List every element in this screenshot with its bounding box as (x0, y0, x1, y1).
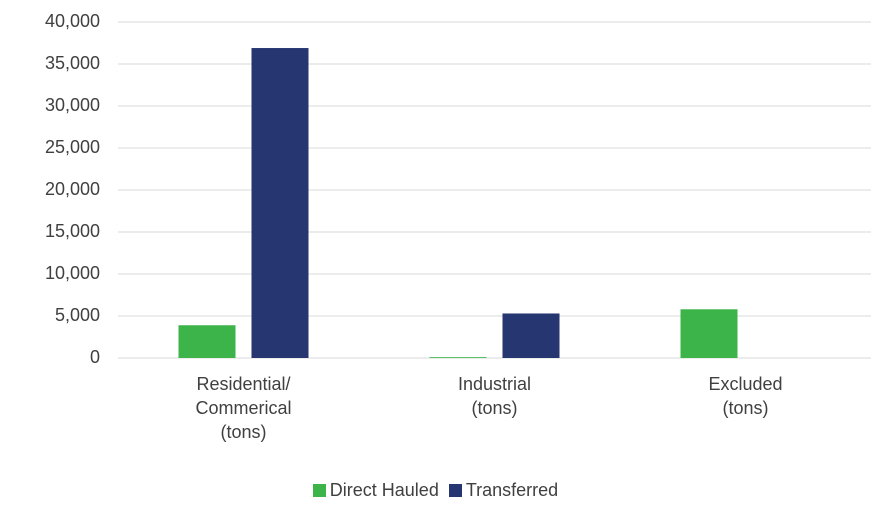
bar (429, 357, 487, 358)
legend-swatch (312, 484, 326, 497)
y-tick-label: 5,000 (55, 305, 100, 325)
legend-swatch (448, 484, 462, 497)
bar (502, 313, 560, 358)
y-tick-label: 20,000 (45, 179, 100, 199)
bar (178, 325, 236, 358)
y-tick-label: 25,000 (45, 137, 100, 157)
y-tick-label: 15,000 (45, 221, 100, 241)
y-tick-label: 30,000 (45, 95, 100, 115)
y-tick-label: 40,000 (45, 11, 100, 31)
y-tick-label: 10,000 (45, 263, 100, 283)
legend-label: Transferred (465, 480, 559, 500)
bar (680, 309, 738, 358)
bar (251, 48, 309, 358)
legend-label: Direct Hauled (329, 480, 439, 500)
y-tick-label: 35,000 (45, 53, 100, 73)
x-tick-label: Residential/ Commerical (tons) (195, 374, 292, 442)
legend: Direct Hauled Transferred (0, 480, 871, 501)
x-tick-label: Excluded (tons) (708, 374, 783, 418)
y-tick-label: 0 (90, 347, 100, 367)
x-tick-label: Industrial (tons) (457, 374, 532, 418)
legend-item: Transferred (448, 480, 559, 501)
legend-item: Direct Hauled (312, 480, 439, 501)
